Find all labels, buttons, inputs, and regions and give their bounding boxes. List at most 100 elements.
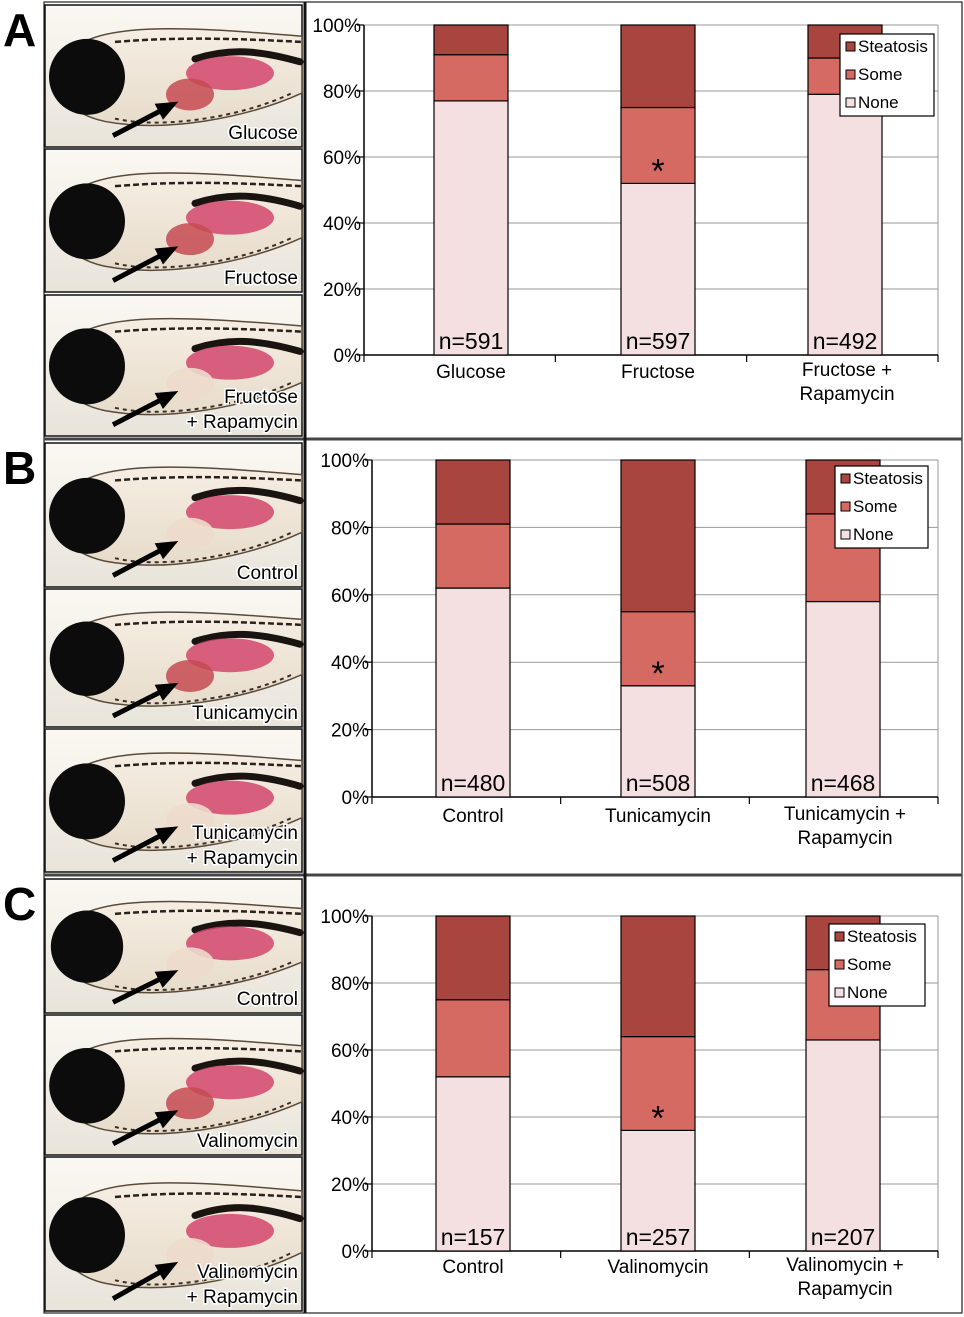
arrowhead-icon	[154, 826, 179, 845]
larva-photo: Tunicamycin + Rapamycin	[44, 728, 304, 873]
n-label: n=492	[813, 328, 878, 354]
larva-eye	[50, 910, 124, 983]
larva-gut	[191, 48, 304, 66]
larva-photo: Control	[44, 878, 304, 1014]
bar-segment-some	[620, 106, 696, 185]
bar-segment-none	[435, 587, 511, 798]
bar-segment-none	[433, 100, 509, 356]
n-label: n=591	[439, 328, 504, 354]
y-tick-label: 0%	[342, 788, 370, 809]
legend-swatch	[834, 987, 845, 998]
legend-label: Some	[858, 65, 902, 84]
legend-label: None	[853, 525, 894, 544]
bar-segment-some	[620, 1035, 696, 1131]
panel-letter: B	[3, 442, 36, 494]
larva-stain	[186, 345, 274, 380]
larva-eye	[49, 477, 125, 554]
larva-stain	[186, 926, 274, 961]
photo-label: Tunicamycin	[192, 823, 298, 844]
legend-label: None	[847, 983, 888, 1002]
y-tick-label: 80%	[331, 518, 369, 539]
larva-gut	[191, 630, 304, 648]
legend-label: Some	[847, 955, 891, 974]
larva-liver	[166, 78, 214, 111]
larva-stain	[186, 200, 274, 235]
larva-photo: Fructose + Rapamycin	[44, 294, 304, 437]
bar-segment-some	[620, 611, 696, 687]
legend-swatch	[845, 69, 856, 80]
legend-swatch	[845, 41, 856, 52]
larva-ventral-pigment	[114, 531, 293, 564]
y-tick-label: 40%	[331, 1108, 369, 1129]
x-category-label: Valinomycin	[607, 1257, 708, 1278]
n-label: n=597	[626, 328, 691, 354]
y-tick-label: 80%	[323, 82, 361, 103]
significance-star: *	[651, 152, 664, 190]
n-label: n=157	[441, 1224, 506, 1250]
stacked-bar-chart: 0% 20% 40% 60% 80% 100% n=591 Glucose n=597 * Fruc…	[312, 16, 939, 405]
larva-gut	[191, 337, 304, 355]
photo-label: Control	[237, 989, 298, 1010]
photo-label: + Rapamycin	[187, 412, 298, 433]
y-tick-label: 80%	[331, 974, 369, 995]
arrowhead-icon	[154, 1261, 179, 1281]
larva-ventral-pigment	[114, 1251, 293, 1286]
larva-liver	[166, 659, 214, 692]
n-label: n=468	[811, 770, 876, 796]
larva-stain	[186, 1065, 274, 1100]
x-category-label: Fructose +	[802, 360, 892, 381]
arrowhead-icon	[154, 682, 179, 701]
x-category-label: Fructose	[621, 362, 695, 383]
bar-segment-steatosis	[433, 24, 509, 56]
arrowhead-icon	[154, 1110, 179, 1129]
photo-label: Glucose	[228, 123, 298, 144]
larva-ventral-pigment	[114, 816, 293, 849]
y-tick-label: 40%	[323, 214, 361, 235]
larva-pigment-line	[114, 475, 303, 482]
x-category-label: Rapamycin	[797, 1279, 892, 1300]
y-tick-label: 100%	[320, 907, 369, 928]
legend-box	[839, 33, 935, 117]
y-tick-label: 20%	[331, 1175, 369, 1196]
larva-eye	[49, 183, 125, 260]
larva-pigment-line	[114, 909, 303, 916]
y-tick-label: 40%	[331, 653, 369, 674]
photo-label: Tunicamycin	[192, 703, 298, 724]
bar-segment-steatosis	[620, 459, 696, 613]
larva-eye	[49, 1048, 125, 1124]
y-tick-label: 0%	[334, 346, 362, 367]
bar-segment-some	[435, 523, 511, 589]
y-tick-label: 0%	[342, 1242, 370, 1263]
panel-b: B Control Tunicamycin Tunicamycin + Rapamyci…	[3, 442, 939, 873]
x-category-label: Rapamycin	[799, 384, 894, 405]
y-tick-label: 20%	[331, 721, 369, 742]
larva-pigment-line	[114, 327, 303, 333]
larva-gut	[191, 1204, 304, 1223]
larva-stain	[186, 780, 274, 815]
larva-eye	[49, 1197, 125, 1274]
larva-ventral-pigment	[114, 961, 293, 991]
legend-swatch	[840, 501, 851, 512]
larva-ventral-pigment	[114, 381, 293, 413]
x-category-label: Valinomycin +	[786, 1255, 903, 1276]
larva-gut	[191, 1057, 304, 1075]
n-label: n=257	[626, 1224, 691, 1250]
larva-stain	[186, 495, 274, 530]
bar-segment-none	[435, 1076, 511, 1252]
larva-photo: Valinomycin + Rapamycin	[44, 1156, 304, 1312]
photo-label: Fructose	[224, 387, 298, 408]
bar-segment-none	[807, 93, 883, 356]
legend: Steatosis Some None	[834, 465, 929, 549]
larva-eye	[49, 621, 125, 697]
larva-ventral-pigment	[114, 1100, 293, 1132]
stacked-bar-chart: 0% 20% 40% 60% 80% 100% n=480 Control n=508 * Tuni…	[320, 451, 939, 849]
y-tick-label: 60%	[323, 148, 361, 169]
photo-label: Fructose	[224, 268, 298, 289]
larva-ventral-pigment	[114, 236, 293, 269]
panel-c: C Control Valinomycin Valinomycin + Rapamyci…	[3, 878, 939, 1312]
larva-liver	[166, 367, 214, 400]
bar-segment-steatosis	[435, 459, 511, 525]
photo-label: + Rapamycin	[187, 848, 298, 869]
larva-gut	[191, 772, 304, 790]
